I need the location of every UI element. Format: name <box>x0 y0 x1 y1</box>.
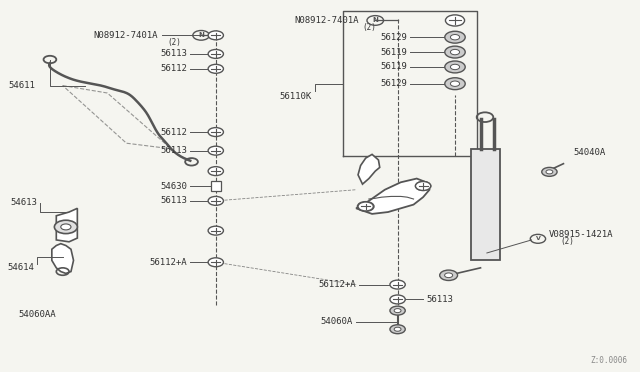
Circle shape <box>451 49 460 55</box>
Circle shape <box>390 295 405 304</box>
Text: 56112: 56112 <box>160 64 187 73</box>
Text: 56112+A: 56112+A <box>319 280 356 289</box>
Circle shape <box>415 182 431 190</box>
Circle shape <box>390 325 405 334</box>
Text: 54614: 54614 <box>7 263 34 272</box>
Circle shape <box>208 49 223 58</box>
Text: 54060AA: 54060AA <box>18 310 56 319</box>
Text: N08912-7401A: N08912-7401A <box>295 16 359 25</box>
Text: 54040A: 54040A <box>573 148 605 157</box>
Circle shape <box>445 15 465 26</box>
Circle shape <box>541 167 557 176</box>
Text: 56119: 56119 <box>380 62 407 71</box>
Text: 56112+A: 56112+A <box>150 258 187 267</box>
Text: (2): (2) <box>362 23 376 32</box>
Polygon shape <box>52 244 74 273</box>
Circle shape <box>445 46 465 58</box>
Circle shape <box>358 202 373 211</box>
Text: (2): (2) <box>168 38 181 47</box>
Text: 56110K: 56110K <box>279 92 312 101</box>
Text: 56113: 56113 <box>160 196 187 205</box>
Circle shape <box>54 220 77 234</box>
Circle shape <box>208 167 223 176</box>
Circle shape <box>394 309 401 312</box>
Bar <box>471 149 500 260</box>
Text: 54060A: 54060A <box>321 317 353 326</box>
Circle shape <box>208 226 223 235</box>
Text: 54613: 54613 <box>10 198 37 207</box>
Circle shape <box>208 258 223 267</box>
Circle shape <box>390 306 405 315</box>
Text: N08912-7401A: N08912-7401A <box>94 31 158 40</box>
Circle shape <box>394 327 401 331</box>
Circle shape <box>451 81 460 86</box>
Circle shape <box>451 35 460 40</box>
Text: 54611: 54611 <box>8 81 35 90</box>
Circle shape <box>208 128 223 137</box>
Circle shape <box>208 31 223 40</box>
Text: 56119: 56119 <box>380 48 407 57</box>
Circle shape <box>208 196 223 205</box>
Text: N: N <box>198 32 204 38</box>
Circle shape <box>445 61 465 73</box>
Polygon shape <box>56 208 77 242</box>
Circle shape <box>208 64 223 73</box>
Text: 54630: 54630 <box>160 182 187 190</box>
Circle shape <box>451 64 460 70</box>
Circle shape <box>208 146 223 155</box>
Text: 56113: 56113 <box>426 295 453 304</box>
Polygon shape <box>358 154 380 184</box>
Circle shape <box>61 224 71 230</box>
Circle shape <box>546 170 553 174</box>
Text: (2): (2) <box>560 237 574 246</box>
Circle shape <box>445 273 452 278</box>
Text: 56113: 56113 <box>160 49 187 58</box>
Circle shape <box>445 31 465 43</box>
Text: 56112: 56112 <box>160 128 187 137</box>
Circle shape <box>415 182 431 190</box>
Text: N: N <box>372 17 378 23</box>
Text: V08915-1421A: V08915-1421A <box>548 230 613 239</box>
Text: 56129: 56129 <box>380 33 407 42</box>
Circle shape <box>440 270 458 280</box>
Bar <box>211 181 221 191</box>
Circle shape <box>390 280 405 289</box>
Circle shape <box>445 78 465 90</box>
Text: V: V <box>536 236 540 241</box>
Text: 56113: 56113 <box>160 146 187 155</box>
Polygon shape <box>356 179 429 214</box>
Text: 56129: 56129 <box>380 79 407 88</box>
Text: Z:0.0006: Z:0.0006 <box>590 356 627 365</box>
Circle shape <box>357 202 374 211</box>
